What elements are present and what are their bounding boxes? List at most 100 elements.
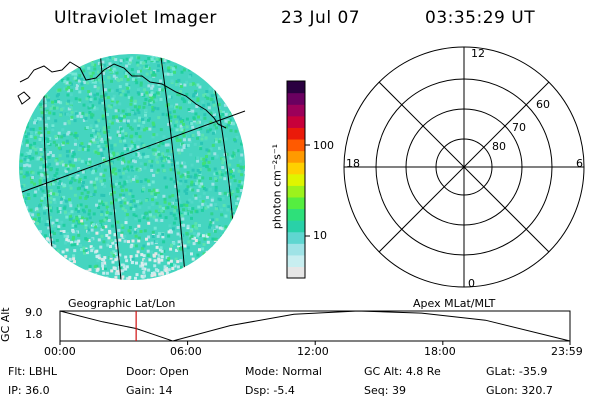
uv-pixel	[155, 133, 159, 137]
uv-pixel	[191, 257, 195, 261]
uv-pixel	[139, 155, 142, 159]
uv-pixel	[66, 167, 70, 171]
uv-pixel	[39, 255, 43, 259]
uv-pixel	[218, 192, 222, 195]
uv-pixel	[100, 182, 104, 186]
uv-pixel	[214, 263, 218, 267]
uv-pixel	[81, 111, 85, 115]
uv-pixel	[59, 113, 63, 117]
uv-pixel	[140, 124, 144, 128]
uv-pixel	[183, 267, 187, 271]
uv-pixel	[152, 59, 156, 63]
uv-pixel	[85, 217, 89, 221]
uv-pixel	[229, 98, 233, 102]
uv-pixel	[27, 277, 31, 280]
uv-pixel	[113, 143, 117, 147]
uv-pixel	[165, 255, 169, 259]
uv-pixel	[121, 275, 125, 279]
uv-pixel	[200, 157, 203, 161]
uv-pixel	[46, 254, 50, 258]
uv-pixel	[63, 57, 67, 61]
uv-pixel	[97, 238, 101, 242]
uv-pixel	[42, 238, 46, 241]
uv-pixel	[33, 257, 36, 261]
uv-pixel	[97, 223, 101, 227]
uv-pixel	[27, 111, 31, 115]
uv-pixel	[79, 143, 83, 147]
uv-pixel	[118, 134, 122, 137]
uv-pixel	[126, 107, 130, 111]
uv-pixel	[198, 224, 201, 227]
uv-pixel	[71, 154, 75, 158]
uv-pixel	[143, 88, 146, 92]
uv-pixel	[245, 255, 248, 258]
uv-pixel	[96, 259, 100, 263]
uv-pixel	[225, 235, 229, 238]
uv-pixel	[153, 273, 157, 277]
uv-pixel	[19, 159, 23, 163]
uv-pixel	[100, 234, 104, 238]
uv-pixel	[195, 63, 199, 67]
uv-pixel	[29, 135, 33, 138]
uv-pixel	[244, 265, 245, 269]
uv-pixel	[151, 108, 155, 112]
uv-pixel	[22, 216, 26, 220]
uv-pixel	[39, 217, 43, 221]
uv-pixel	[39, 250, 43, 254]
uv-pixel	[208, 58, 212, 62]
uv-pixel	[43, 211, 47, 215]
uv-pixel	[105, 276, 109, 280]
uv-pixel	[66, 132, 70, 136]
uv-pixel	[152, 271, 156, 275]
uv-pixel	[241, 196, 245, 199]
uv-pixel	[33, 253, 37, 257]
uv-pixel	[84, 249, 88, 252]
uv-pixel	[39, 148, 43, 151]
uv-pixel	[127, 229, 131, 233]
uv-pixel	[170, 263, 173, 267]
uv-pixel	[150, 250, 154, 254]
uv-pixel	[221, 256, 224, 260]
uv-pixel	[168, 95, 172, 99]
uv-pixel	[229, 279, 233, 280]
uv-pixel	[30, 236, 34, 240]
uv-pixel	[40, 173, 44, 177]
uv-pixel	[31, 156, 35, 160]
uv-pixel	[93, 169, 97, 173]
uv-pixel	[89, 112, 93, 116]
uv-pixel	[108, 88, 112, 92]
uv-pixel	[138, 116, 141, 120]
uv-pixel	[201, 133, 205, 137]
uv-pixel	[102, 63, 106, 67]
uv-pixel	[141, 267, 145, 270]
uv-pixel	[136, 108, 140, 112]
uv-pixel	[235, 187, 239, 191]
uv-pixel	[216, 77, 220, 81]
uv-pixel	[176, 115, 180, 119]
uv-pixel	[228, 194, 232, 198]
uv-pixel	[67, 270, 71, 274]
uv-pixel	[31, 228, 35, 232]
uv-pixel	[121, 58, 125, 62]
uv-pixel	[30, 226, 34, 230]
uv-pixel	[167, 122, 171, 126]
uv-pixel	[222, 204, 226, 207]
uv-pixel	[35, 273, 39, 277]
uv-pixel	[201, 202, 205, 206]
uv-pixel	[202, 252, 206, 256]
uv-pixel	[134, 230, 137, 234]
uv-pixel	[98, 164, 102, 168]
uv-pixel	[223, 66, 227, 70]
uv-pixel	[215, 225, 219, 229]
uv-pixel	[175, 80, 179, 84]
uv-pixel	[243, 171, 245, 175]
uv-pixel	[66, 165, 70, 169]
uv-pixel	[84, 205, 88, 209]
colorbar-segment	[287, 104, 305, 117]
uv-pixel	[216, 60, 220, 64]
uv-pixel	[225, 243, 229, 247]
uv-pixel	[98, 276, 102, 280]
uv-pixel	[55, 168, 59, 172]
uv-pixel	[46, 140, 50, 143]
uv-pixel	[90, 238, 94, 242]
